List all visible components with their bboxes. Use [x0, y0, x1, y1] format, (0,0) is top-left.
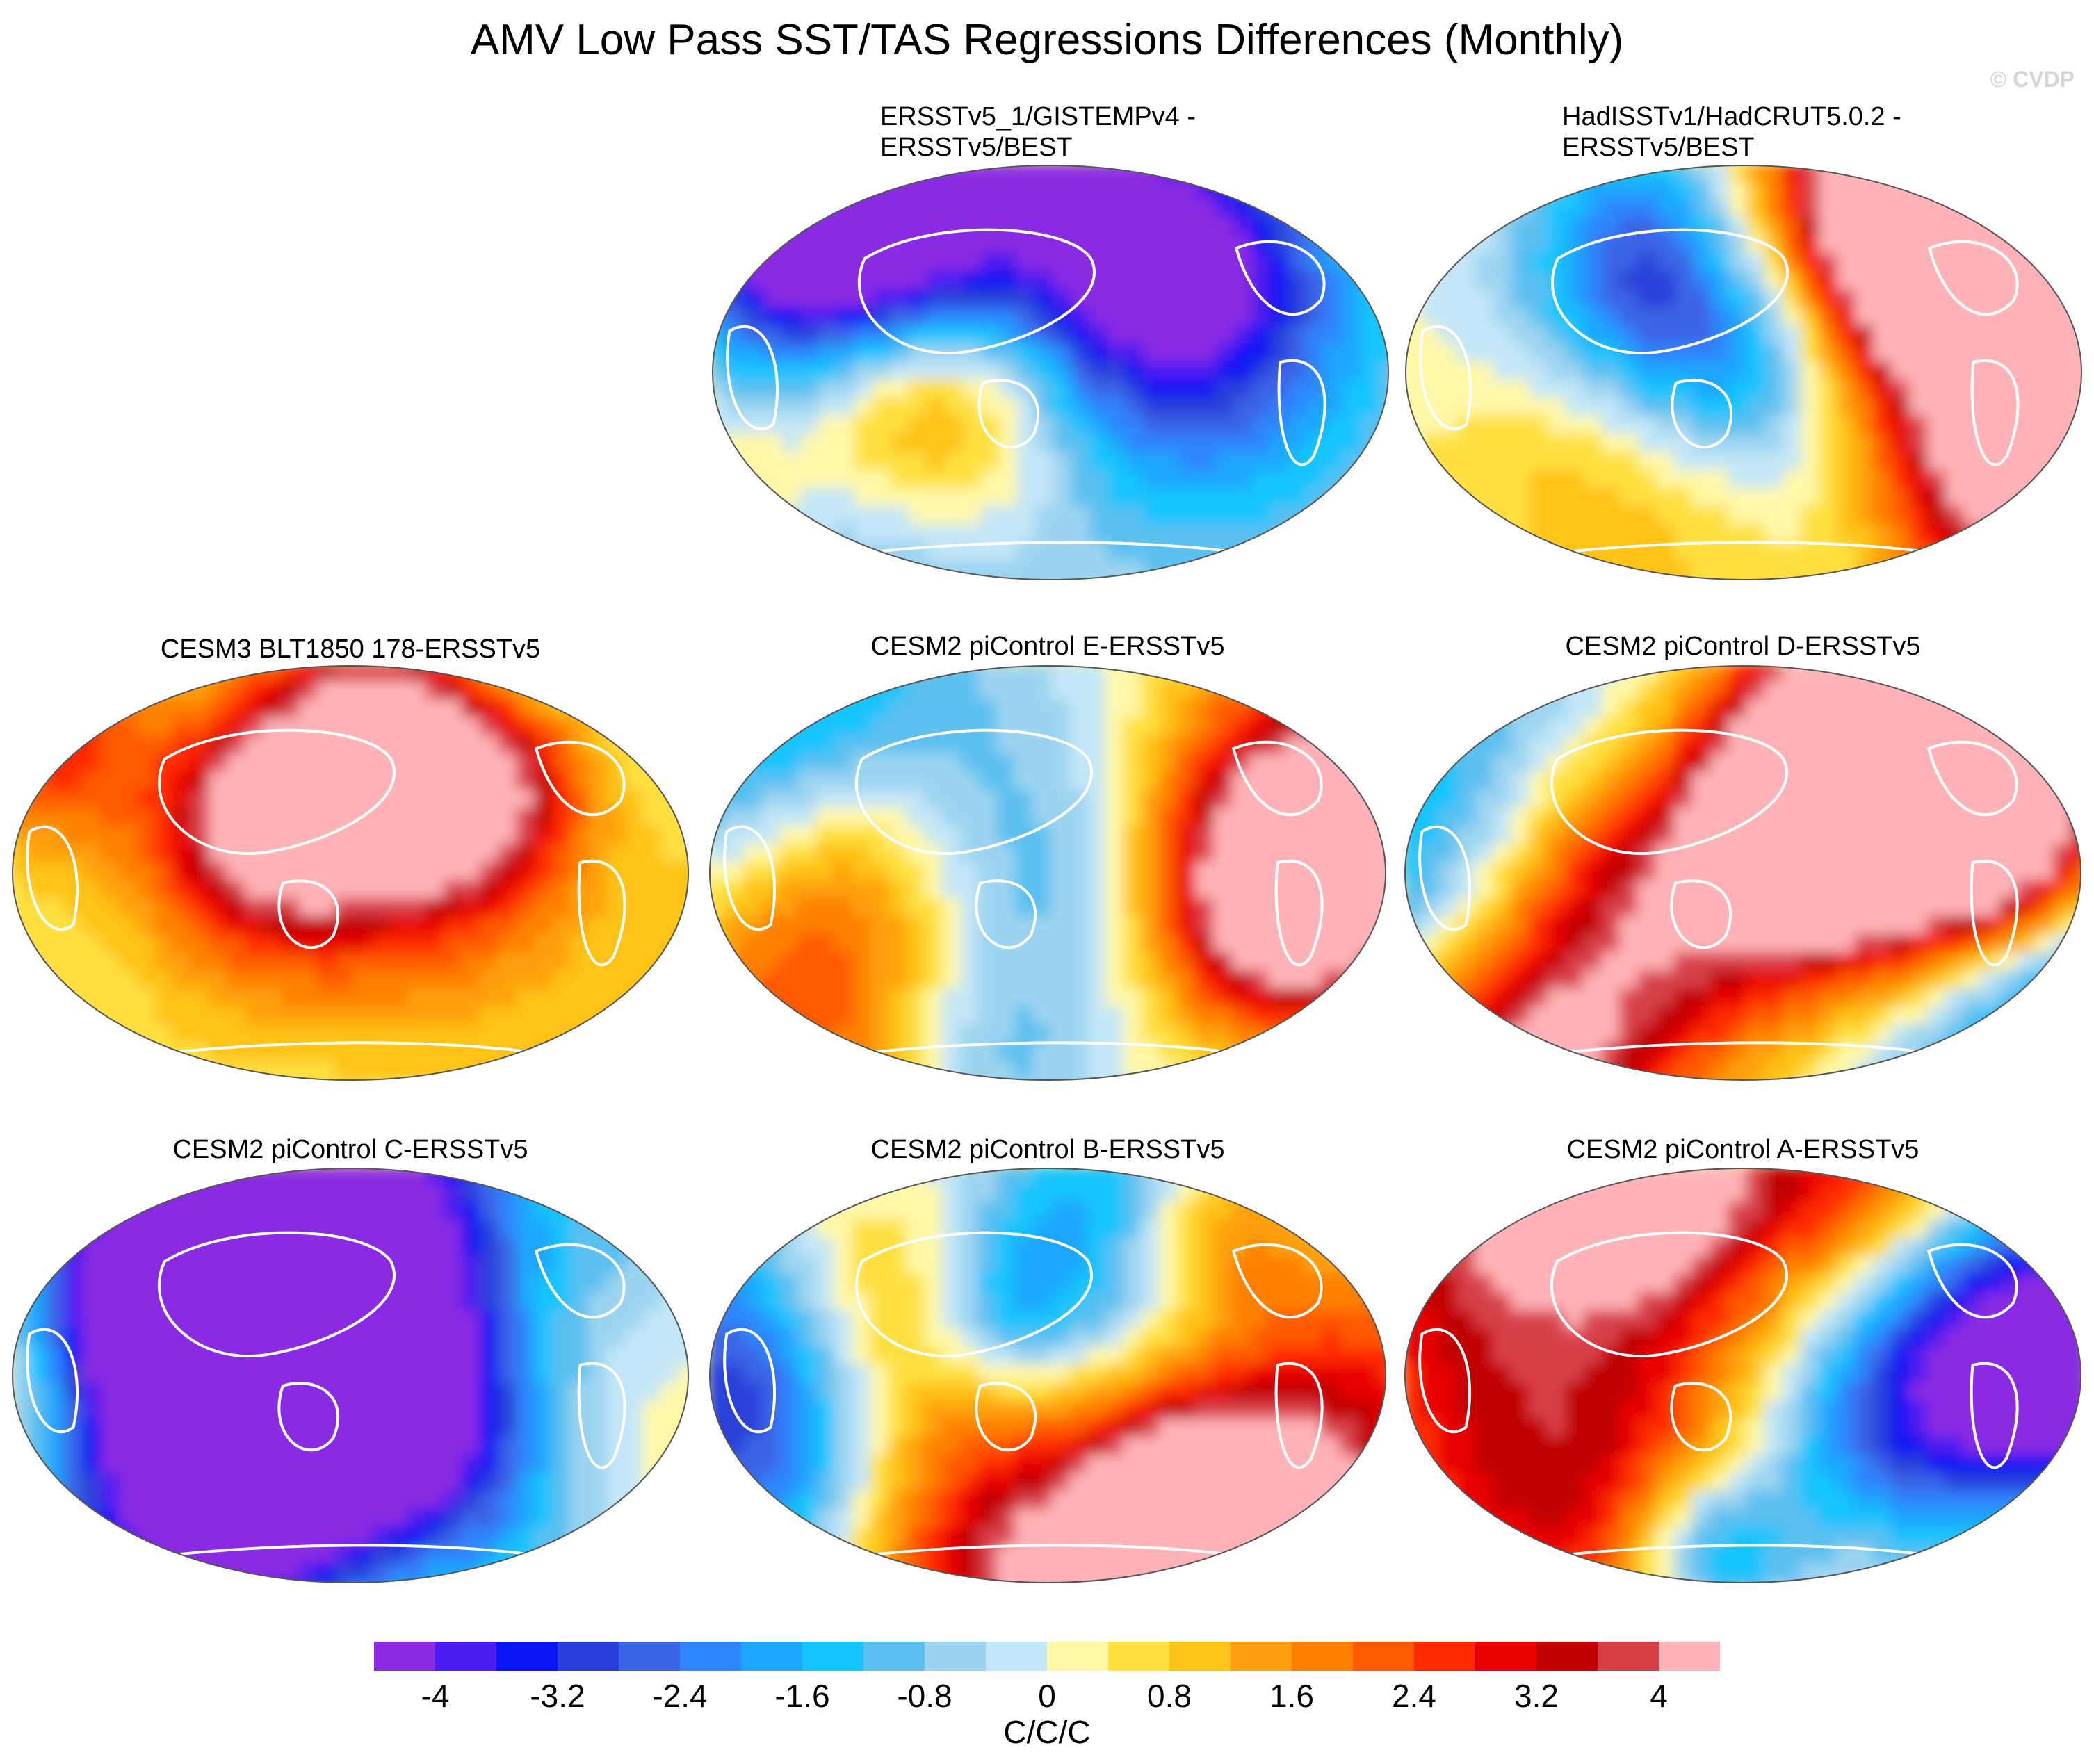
colorbar [374, 1642, 1720, 1671]
colorbar-tick-label: -4 [421, 1678, 450, 1714]
colorbar-tick-label: 0.8 [1147, 1678, 1192, 1714]
map-panel [712, 165, 1389, 580]
colorbar-tick-label: 3.2 [1514, 1678, 1559, 1714]
colorbar-tick-label: 4 [1650, 1678, 1668, 1714]
colorbar-units: C/C/C [1003, 1714, 1091, 1750]
colorbar-tick-label: 0 [1038, 1678, 1056, 1714]
colorbar-tick-label: -2.4 [652, 1678, 708, 1714]
panel-title: CESM3 BLT1850 178-ERSSTv5 [160, 635, 541, 664]
figure-title: AMV Low Pass SST/TAS Regressions Differe… [470, 16, 1624, 64]
coastlines [26, 1231, 626, 1560]
panel-title: CESM2 piControl C-ERSSTv5 [172, 1135, 528, 1164]
colorbar-tick-label: -3.2 [530, 1678, 585, 1714]
panel-title: CESM2 piControl A-ERSSTv5 [1566, 1135, 1920, 1164]
colorbar-swatch [802, 1642, 863, 1671]
colorbar-swatch [863, 1642, 925, 1671]
colorbar-swatch [1353, 1642, 1414, 1671]
colorbar-swatch [1598, 1642, 1659, 1671]
panel-title: CESM2 piControl B-ERSSTv5 [870, 1135, 1225, 1164]
coastlines [1419, 228, 2020, 557]
colorbar-swatch [1231, 1642, 1292, 1671]
colorbar-swatch [1292, 1642, 1353, 1671]
coastlines [723, 1231, 1324, 1560]
colorbar-swatch [1169, 1642, 1231, 1671]
colorbar-swatch [986, 1642, 1047, 1671]
coastlines [26, 728, 626, 1057]
coastlines [723, 728, 1324, 1057]
map-panel [709, 1168, 1386, 1583]
colorbar-tick-label: -1.6 [774, 1678, 830, 1714]
panel-title: ERSSTv5_1/GISTEMPv4 - ERSSTv5/BEST [880, 102, 1196, 162]
colorbar-tick-label: 1.6 [1269, 1678, 1314, 1714]
colorbar-swatch [741, 1642, 802, 1671]
colorbar-swatch [1475, 1642, 1536, 1671]
colorbar-swatch [1414, 1642, 1475, 1671]
colorbar-swatch [496, 1642, 558, 1671]
colorbar-swatch [558, 1642, 619, 1671]
colorbar-swatch [925, 1642, 986, 1671]
colorbar-swatch [1536, 1642, 1598, 1671]
map-panel [1404, 1168, 2081, 1583]
coastlines [1418, 1231, 2019, 1560]
colorbar-swatch [680, 1642, 741, 1671]
colorbar-swatch [1108, 1642, 1169, 1671]
colorbar-swatch [435, 1642, 496, 1671]
coastlines [726, 228, 1326, 557]
panel-title: HadISSTv1/HadCRUT5.0.2 - ERSSTv5/BEST [1562, 102, 1901, 162]
map-panel [709, 665, 1386, 1081]
map-panel [1405, 165, 2082, 580]
map-panel [12, 1168, 689, 1583]
panel-title: CESM2 piControl E-ERSSTv5 [870, 632, 1225, 661]
colorbar-tick-label: -0.8 [897, 1678, 952, 1714]
panel-title: CESM2 piControl D-ERSSTv5 [1565, 632, 1921, 661]
colorbar-swatch [374, 1642, 435, 1671]
colorbar-swatch [1047, 1642, 1108, 1671]
map-panel [1404, 665, 2081, 1081]
map-panel [12, 665, 689, 1081]
coastlines [1418, 728, 2019, 1057]
cvdp-watermark: © CVDP [1990, 67, 2075, 92]
colorbar-tick-label: 2.4 [1392, 1678, 1436, 1714]
colorbar-swatch [1659, 1642, 1720, 1671]
colorbar-swatch [619, 1642, 680, 1671]
